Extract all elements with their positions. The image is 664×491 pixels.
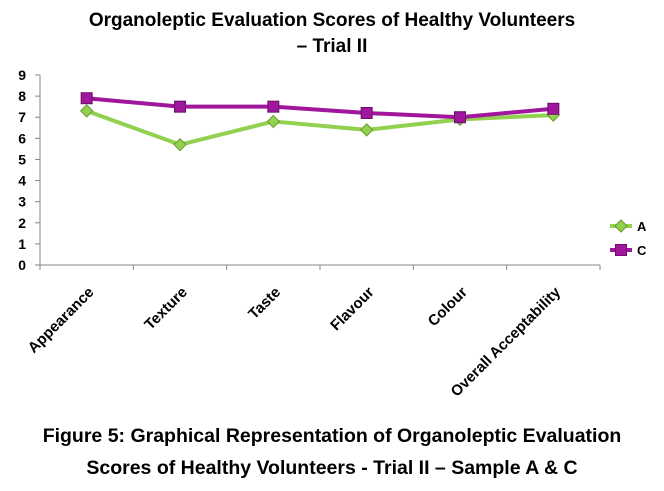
series-a-point <box>79 104 94 118</box>
series-c-point <box>174 100 186 113</box>
y-tick-label: 4 <box>18 173 26 189</box>
legend-a-marker <box>614 219 628 233</box>
y-tick-label: 1 <box>18 236 26 252</box>
y-tick-label: 5 <box>18 151 26 167</box>
chart-title-line2: – Trial II <box>296 36 368 57</box>
figure-caption-line1: Figure 5: Graphical Representation of Or… <box>42 425 622 447</box>
series-c-point <box>547 102 560 115</box>
series-c-point <box>360 107 373 119</box>
chart-title-line1: Organoleptic Evaluation Scores of Health… <box>88 10 576 31</box>
series-a-line <box>85 109 554 147</box>
figure-caption-line2: Scores of Healthy Volunteers - Trial II … <box>86 457 578 479</box>
legend-a-label: A <box>637 219 647 234</box>
x-tick-label: Appearance <box>25 284 98 357</box>
x-tick-label: Colour <box>425 284 471 330</box>
series-a-point <box>173 137 187 152</box>
y-tick-label: 9 <box>18 67 26 83</box>
legend-c-label: C <box>637 243 647 258</box>
y-tick-label: 7 <box>18 109 26 125</box>
x-tick-label: Flavour <box>327 284 377 334</box>
legend-c-marker <box>615 244 627 256</box>
y-tick-label: 6 <box>18 130 26 146</box>
series-c-point <box>80 92 93 105</box>
y-tick-label: 8 <box>18 88 26 104</box>
y-tick-label: 3 <box>18 194 26 210</box>
y-tick-label: 0 <box>18 257 26 273</box>
series-a-point <box>266 114 281 129</box>
series-c-point <box>267 100 280 113</box>
y-tick-label: 2 <box>18 215 26 231</box>
series-c-point <box>454 111 466 124</box>
x-tick-label: Texture <box>141 284 191 334</box>
x-tick-label: Taste <box>245 284 284 323</box>
series-a-point <box>359 123 374 137</box>
series-c-line <box>86 96 554 120</box>
